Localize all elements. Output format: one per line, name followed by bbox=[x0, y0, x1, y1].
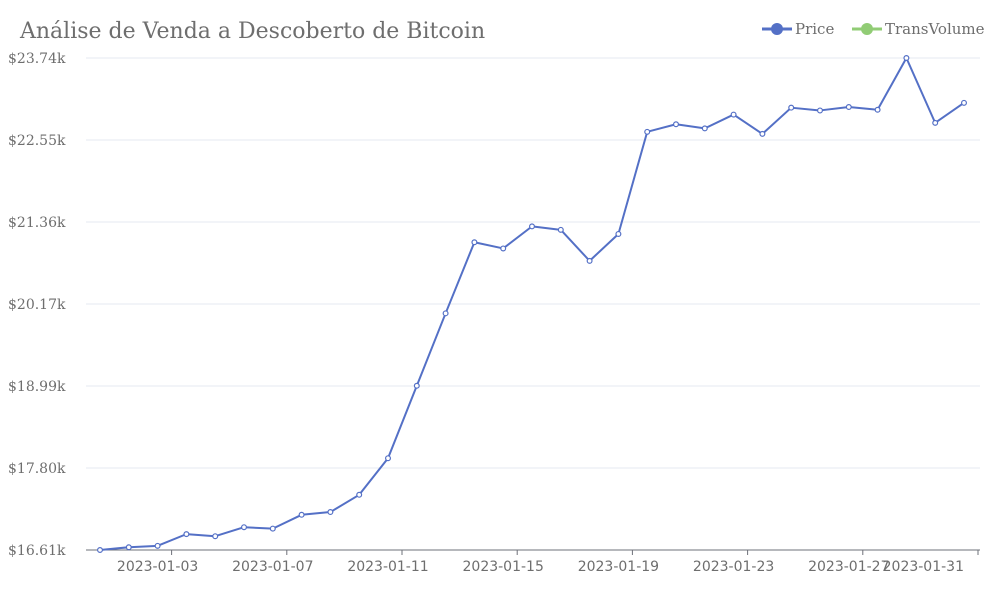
data-point[interactable] bbox=[96, 546, 103, 553]
y-tick-label: $17.80k bbox=[8, 461, 66, 477]
data-point[interactable] bbox=[413, 382, 420, 389]
x-tick-label: 2023-01-31 bbox=[883, 559, 964, 575]
data-point[interactable] bbox=[298, 511, 305, 518]
data-point[interactable] bbox=[385, 455, 392, 462]
series-layer bbox=[96, 54, 967, 553]
x-tick-label: 2023-01-07 bbox=[232, 559, 313, 575]
data-point[interactable] bbox=[356, 491, 363, 498]
data-point[interactable] bbox=[874, 106, 881, 113]
data-point[interactable] bbox=[672, 121, 679, 128]
y-tick-label: $20.17k bbox=[8, 297, 66, 313]
data-point[interactable] bbox=[125, 544, 132, 551]
data-point[interactable] bbox=[500, 245, 507, 252]
legend-label: TransVolume bbox=[885, 20, 985, 38]
data-point[interactable] bbox=[183, 531, 190, 538]
data-point[interactable] bbox=[730, 111, 737, 118]
data-point[interactable] bbox=[212, 533, 219, 540]
legend-marker bbox=[861, 23, 873, 35]
data-point[interactable] bbox=[471, 239, 478, 246]
y-tick-label: $22.55k bbox=[8, 133, 66, 149]
y-tick-label: $21.36k bbox=[8, 215, 66, 231]
data-point[interactable] bbox=[903, 54, 910, 61]
data-point[interactable] bbox=[759, 130, 766, 137]
x-tick-label: 2023-01-19 bbox=[578, 559, 659, 575]
x-axis: 2023-01-03 2023-01-07 2023-01-11 2023-01-15… bbox=[86, 549, 980, 575]
x-tick-label: 2023-01-11 bbox=[347, 559, 428, 575]
data-point[interactable] bbox=[701, 125, 708, 132]
data-point[interactable] bbox=[269, 525, 276, 532]
legend-item-transvolume[interactable]: TransVolume bbox=[852, 20, 985, 38]
y-tick-label: $16.61k bbox=[8, 543, 66, 559]
data-point[interactable] bbox=[442, 310, 449, 317]
data-point[interactable] bbox=[528, 223, 535, 230]
data-point[interactable] bbox=[327, 509, 334, 516]
legend: Price TransVolume bbox=[762, 20, 985, 38]
legend-marker bbox=[771, 23, 783, 35]
grid-lines bbox=[86, 57, 980, 469]
data-point[interactable] bbox=[586, 257, 593, 264]
data-point[interactable] bbox=[960, 99, 967, 106]
data-point[interactable] bbox=[788, 104, 795, 111]
y-tick-label: $18.99k bbox=[8, 379, 66, 395]
data-point[interactable] bbox=[557, 226, 564, 233]
legend-label: Price bbox=[795, 20, 834, 38]
data-point[interactable] bbox=[644, 128, 651, 135]
x-tick-label: 2023-01-23 bbox=[693, 559, 774, 575]
x-tick-label: 2023-01-03 bbox=[117, 559, 198, 575]
x-tick-label: 2023-01-15 bbox=[463, 559, 544, 575]
legend-item-price[interactable]: Price bbox=[762, 20, 834, 38]
data-point[interactable] bbox=[932, 119, 939, 126]
chart-title: Análise de Venda a Descoberto de Bitcoin bbox=[19, 19, 485, 44]
data-point[interactable] bbox=[615, 230, 622, 237]
y-tick-label: $23.74k bbox=[8, 51, 66, 67]
x-tick-label: 2023-01-27 bbox=[808, 559, 889, 575]
data-point[interactable] bbox=[816, 107, 823, 114]
data-point[interactable] bbox=[241, 524, 248, 531]
data-point[interactable] bbox=[154, 542, 161, 549]
data-point[interactable] bbox=[845, 103, 852, 110]
y-axis: $16.61k $17.80k $18.99k $20.17k $21.36k $22.5… bbox=[8, 51, 66, 559]
